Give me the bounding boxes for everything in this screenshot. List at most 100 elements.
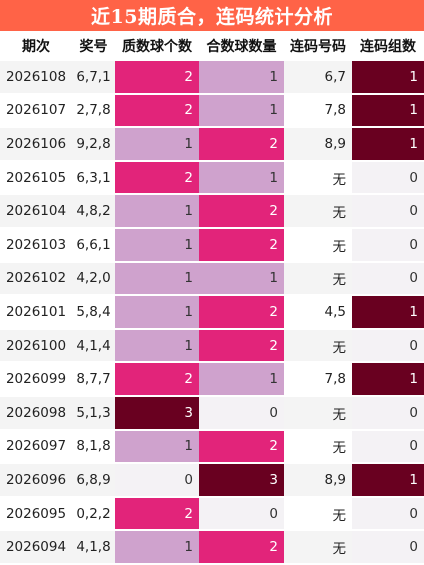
prime-count-cell: 2	[115, 496, 199, 532]
page-title: 近15期质合，连码统计分析	[0, 0, 424, 31]
table-row: 2026107 2,7,8 2 1 7,8 1	[0, 93, 424, 129]
issue-cell: 2026102	[0, 261, 72, 297]
consecutive-groups-cell: 0	[352, 395, 424, 431]
prime-count-cell: 1	[115, 295, 199, 330]
consecutive-pair-cell: 无	[284, 194, 352, 229]
table-row: 2026097 8,1,8 1 2 无 0	[0, 429, 424, 465]
composite-count-cell: 2	[199, 227, 284, 263]
numbers-cell: 4,1,4	[72, 328, 115, 364]
prime-count-cell: 3	[115, 395, 199, 431]
composite-count-cell: 0	[199, 496, 284, 532]
prime-count-cell: 1	[115, 530, 199, 565]
numbers-cell: 8,1,8	[72, 429, 115, 465]
table-row: 2026108 6,7,1 2 1 6,7 1	[0, 61, 424, 95]
consecutive-groups-cell: 0	[352, 530, 424, 565]
consecutive-pair-cell: 无	[284, 496, 352, 532]
consecutive-pair-cell: 无	[284, 328, 352, 364]
prime-count-cell: 1	[115, 261, 199, 297]
issue-cell: 2026095	[0, 496, 72, 532]
header-row: 期次 奖号 质数球个数 合数球数量 连码号码 连码组数	[0, 31, 424, 61]
issue-cell: 2026106	[0, 127, 72, 162]
composite-count-cell: 2	[199, 328, 284, 364]
composite-count-cell: 1	[199, 61, 284, 95]
header-consecutive-groups: 连码组数	[352, 31, 424, 61]
issue-cell: 2026104	[0, 194, 72, 229]
composite-count-cell: 1	[199, 261, 284, 297]
header-numbers: 奖号	[72, 31, 115, 61]
issue-cell: 2026094	[0, 530, 72, 565]
issue-cell: 2026103	[0, 227, 72, 263]
consecutive-pair-cell: 无	[284, 429, 352, 465]
numbers-cell: 4,2,0	[72, 261, 115, 297]
issue-cell: 2026097	[0, 429, 72, 465]
consecutive-groups-cell: 1	[352, 93, 424, 129]
numbers-cell: 6,8,9	[72, 463, 115, 498]
numbers-cell: 5,1,3	[72, 395, 115, 431]
consecutive-groups-cell: 0	[352, 429, 424, 465]
numbers-cell: 2,7,8	[72, 93, 115, 129]
header-prime-count: 质数球个数	[115, 31, 199, 61]
consecutive-groups-cell: 0	[352, 261, 424, 297]
prime-count-cell: 2	[115, 93, 199, 129]
prime-count-cell: 2	[115, 160, 199, 196]
consecutive-pair-cell: 无	[284, 160, 352, 196]
issue-cell: 2026096	[0, 463, 72, 498]
issue-cell: 2026101	[0, 295, 72, 330]
consecutive-groups-cell: 0	[352, 227, 424, 263]
table-row: 2026105 6,3,1 2 1 无 0	[0, 160, 424, 196]
numbers-cell: 8,7,7	[72, 362, 115, 397]
composite-count-cell: 0	[199, 395, 284, 431]
prime-count-cell: 2	[115, 61, 199, 95]
table-row: 2026098 5,1,3 3 0 无 0	[0, 395, 424, 431]
header-consecutive-pair: 连码号码	[284, 31, 352, 61]
issue-cell: 2026107	[0, 93, 72, 129]
composite-count-cell: 3	[199, 463, 284, 498]
prime-count-cell: 1	[115, 328, 199, 364]
consecutive-groups-cell: 0	[352, 160, 424, 196]
consecutive-pair-cell: 无	[284, 227, 352, 263]
composite-count-cell: 2	[199, 429, 284, 465]
composite-count-cell: 1	[199, 93, 284, 129]
table-row: 2026104 4,8,2 1 2 无 0	[0, 194, 424, 229]
numbers-cell: 9,2,8	[72, 127, 115, 162]
prime-count-cell: 1	[115, 429, 199, 465]
consecutive-pair-cell: 8,9	[284, 463, 352, 498]
table-row: 2026096 6,8,9 0 3 8,9 1	[0, 463, 424, 498]
table-row: 2026102 4,2,0 1 1 无 0	[0, 261, 424, 297]
prime-count-cell: 0	[115, 463, 199, 498]
composite-count-cell: 1	[199, 160, 284, 196]
consecutive-pair-cell: 4,5	[284, 295, 352, 330]
numbers-cell: 4,8,2	[72, 194, 115, 229]
consecutive-groups-cell: 1	[352, 295, 424, 330]
consecutive-pair-cell: 无	[284, 261, 352, 297]
header-issue: 期次	[0, 31, 72, 61]
table-row: 2026103 6,6,1 1 2 无 0	[0, 227, 424, 263]
consecutive-groups-cell: 0	[352, 328, 424, 364]
table-row: 2026100 4,1,4 1 2 无 0	[0, 328, 424, 364]
table-row: 2026106 9,2,8 1 2 8,9 1	[0, 127, 424, 162]
numbers-cell: 5,8,4	[72, 295, 115, 330]
table-row: 2026095 0,2,2 2 0 无 0	[0, 496, 424, 532]
consecutive-pair-cell: 无	[284, 395, 352, 431]
consecutive-pair-cell: 8,9	[284, 127, 352, 162]
numbers-cell: 6,3,1	[72, 160, 115, 196]
header-composite-count: 合数球数量	[199, 31, 284, 61]
consecutive-groups-cell: 0	[352, 496, 424, 532]
consecutive-pair-cell: 无	[284, 530, 352, 565]
prime-count-cell: 2	[115, 362, 199, 397]
issue-cell: 2026098	[0, 395, 72, 431]
composite-count-cell: 2	[199, 530, 284, 565]
prime-count-cell: 1	[115, 227, 199, 263]
stats-table: 期次 奖号 质数球个数 合数球数量 连码号码 连码组数 2026108 6,7,1…	[0, 31, 424, 565]
issue-cell: 2026099	[0, 362, 72, 397]
consecutive-groups-cell: 1	[352, 61, 424, 95]
composite-count-cell: 2	[199, 295, 284, 330]
composite-count-cell: 2	[199, 194, 284, 229]
issue-cell: 2026105	[0, 160, 72, 196]
table-row: 2026099 8,7,7 2 1 7,8 1	[0, 362, 424, 397]
numbers-cell: 0,2,2	[72, 496, 115, 532]
consecutive-groups-cell: 1	[352, 463, 424, 498]
prime-count-cell: 1	[115, 194, 199, 229]
consecutive-pair-cell: 6,7	[284, 61, 352, 95]
